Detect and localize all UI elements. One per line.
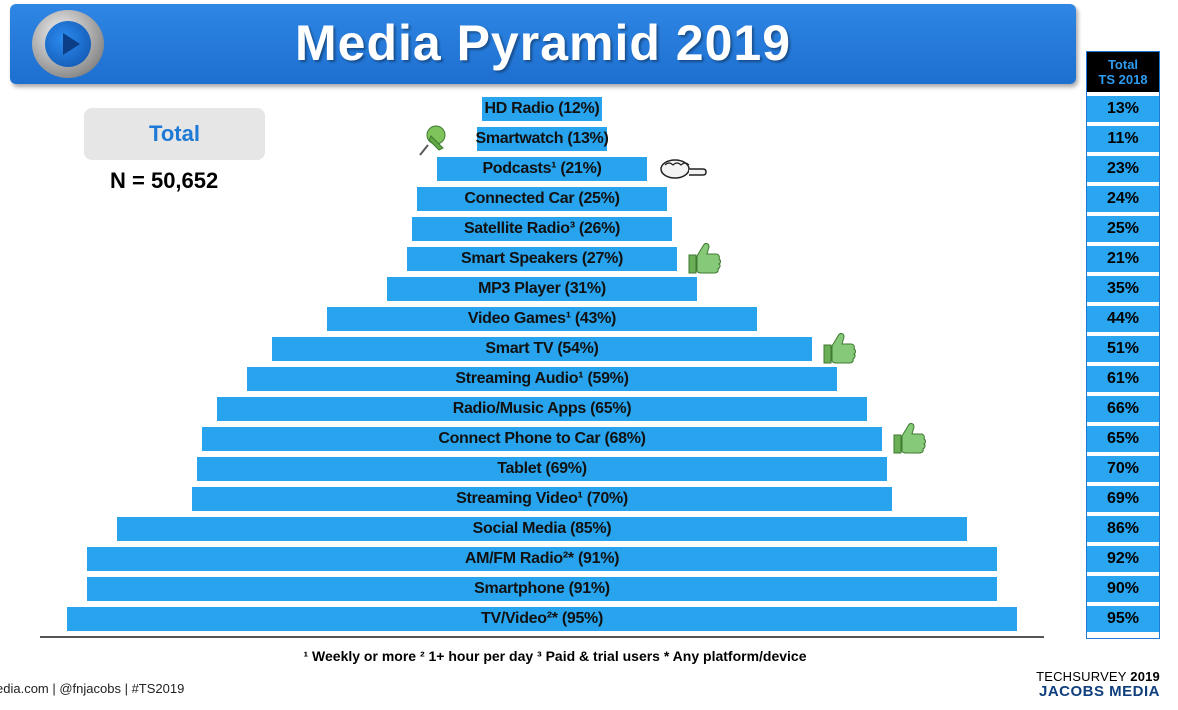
ts2018-value-cell: 65% xyxy=(1087,426,1159,452)
ts2018-value-cell: 11% xyxy=(1087,126,1159,152)
ts2018-value-cell: 23% xyxy=(1087,156,1159,182)
pyramid-bar: Streaming Video¹ (70%) xyxy=(192,487,892,511)
pyramid-bar-label: Radio/Music Apps (65%) xyxy=(452,400,632,417)
pyramid-bar: HD Radio (12%) xyxy=(482,97,602,121)
ts2018-value-cell: 21% xyxy=(1087,246,1159,272)
ts2018-value-cell: 24% xyxy=(1087,186,1159,212)
pyramid-bar: Video Games¹ (43%) xyxy=(327,307,757,331)
total-label: Total xyxy=(149,121,200,146)
pyramid-bar: AM/FM Radio²* (91%) xyxy=(87,547,997,571)
ts2018-value-cell: 95% xyxy=(1087,606,1159,632)
pyramid-bar-label: HD Radio (12%) xyxy=(484,100,600,117)
thumbs-up-icon xyxy=(818,327,858,367)
ts2018-value-cell: 13% xyxy=(1087,96,1159,122)
ts2018-value-cell: 86% xyxy=(1087,516,1159,542)
brand-techsurvey: TECHSURVEY xyxy=(1036,669,1131,684)
thumbs-up-icon xyxy=(683,237,723,277)
ts2018-header-line1: Total xyxy=(1107,57,1139,72)
pyramid-bar: Smartphone (91%) xyxy=(87,577,997,601)
pyramid-bar-label: Smartphone (91%) xyxy=(474,580,610,597)
pushpin-icon xyxy=(414,123,454,163)
footnote: ¹ Weekly or more ² 1+ hour per day ³ Pai… xyxy=(303,648,807,664)
pyramid-bar-label: Podcasts¹ (21%) xyxy=(482,160,602,177)
ts2018-header-line2: TS 2018 xyxy=(1098,72,1148,87)
brand-jacobs-media: JACOBS MEDIA xyxy=(1038,683,1160,700)
pyramid-bar: Connected Car (25%) xyxy=(417,187,667,211)
ts2018-value-cell: 51% xyxy=(1087,336,1159,362)
pyramid-bar-label: TV/Video²* (95%) xyxy=(480,610,604,627)
pyramid-bar-label: Connect Phone to Car (68%) xyxy=(438,430,646,447)
pyramid-bar-label: Smart Speakers (27%) xyxy=(460,250,624,267)
pyramid-bar: TV/Video²* (95%) xyxy=(67,607,1017,631)
ts2018-value-cell: 90% xyxy=(1087,576,1159,602)
pyramid-bar-label: Smart TV (54%) xyxy=(485,340,599,357)
chart-baseline xyxy=(40,636,1044,638)
ts2018-table-header: Total TS 2018 xyxy=(1087,52,1159,92)
ts2018-value-cell: 70% xyxy=(1087,456,1159,482)
pyramid-bar-label: Smartwatch (13%) xyxy=(475,130,609,147)
play-logo-icon xyxy=(32,10,104,78)
ts2018-value-cell: 66% xyxy=(1087,396,1159,422)
page-title: Media Pyramid 2019 xyxy=(294,15,792,71)
pyramid-bar-label: Social Media (85%) xyxy=(472,520,612,537)
ts2018-value-cell: 35% xyxy=(1087,276,1159,302)
ts2018-value-cell: 25% xyxy=(1087,216,1159,242)
ts2018-value-cell: 92% xyxy=(1087,546,1159,572)
pyramid-bar: Podcasts¹ (21%) xyxy=(437,157,647,181)
ts2018-value-cell: 61% xyxy=(1087,366,1159,392)
pyramid-bar-label: Streaming Video¹ (70%) xyxy=(456,490,628,507)
fist-bump-icon xyxy=(659,157,707,181)
pyramid-bar: MP3 Player (31%) xyxy=(387,277,697,301)
pyramid-bar: Satellite Radio³ (26%) xyxy=(412,217,672,241)
pyramid-bar-label: Video Games¹ (43%) xyxy=(467,310,617,327)
pyramid-bar-label: Satellite Radio³ (26%) xyxy=(463,220,621,237)
brand-year: 2019 xyxy=(1130,669,1160,684)
pyramid-bar: Tablet (69%) xyxy=(197,457,887,481)
pyramid-bar-label: MP3 Player (31%) xyxy=(478,280,606,297)
pyramid-bar: Social Media (85%) xyxy=(117,517,967,541)
title-banner: Media Pyramid 2019 xyxy=(10,4,1076,84)
pyramid-bar: Connect Phone to Car (68%) xyxy=(202,427,882,451)
pyramid-bar-label: Tablet (69%) xyxy=(497,460,587,477)
total-label-box: Total xyxy=(84,108,265,160)
pyramid-bar-label: AM/FM Radio²* (91%) xyxy=(464,550,620,567)
pyramid-bar-label: Streaming Audio¹ (59%) xyxy=(455,370,629,387)
pyramid-bar: Streaming Audio¹ (59%) xyxy=(247,367,837,391)
ts2018-value-cell: 44% xyxy=(1087,306,1159,332)
footer-contact: edia.com | @fnjacobs | #TS2019 xyxy=(0,681,185,696)
pyramid-bar: Smart Speakers (27%) xyxy=(407,247,677,271)
ts2018-value-cell: 69% xyxy=(1087,486,1159,512)
pyramid-bar: Radio/Music Apps (65%) xyxy=(217,397,867,421)
ts2018-comparison-table: Total TS 2018 13% 11% 23% 24% 25% 21% 35% 44% 51… xyxy=(1086,51,1160,639)
pyramid-bar: Smartwatch (13%) xyxy=(475,127,609,151)
brand-logo: TECHSURVEY 2019 JACOBS MEDIA xyxy=(1036,669,1160,699)
thumbs-up-icon xyxy=(888,417,928,457)
pyramid-bar-label: Connected Car (25%) xyxy=(464,190,620,207)
pyramid-bar: Smart TV (54%) xyxy=(272,337,812,361)
sample-size: N = 50,652 xyxy=(110,168,219,193)
